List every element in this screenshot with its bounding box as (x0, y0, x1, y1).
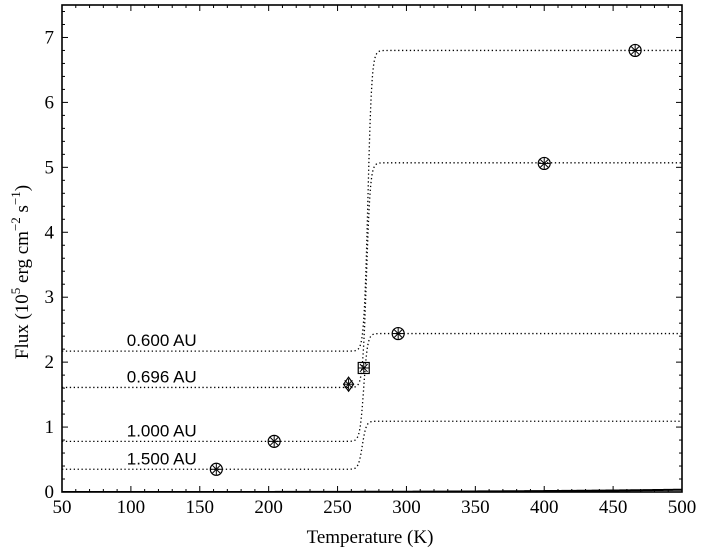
x-axis-title: Temperature (K) (307, 527, 434, 548)
y-axis-title-prefix: Flux (10 (12, 294, 33, 359)
y-tick-label: 2 (45, 352, 55, 373)
data-marker-6 (628, 43, 642, 58)
y-axis-title-mid2: s (12, 205, 33, 217)
labels: Temperature (K) Flux (105 erg cm−2 s−1) (8, 185, 433, 548)
marker-circle (537, 156, 551, 171)
curve-label-3: 1.500 AU (127, 449, 197, 468)
y-axis-title-exp2: −2 (8, 217, 23, 231)
marker-star-d2 (630, 46, 640, 55)
plot-frame (61, 4, 683, 493)
marker-star-d2 (269, 437, 279, 446)
x-tick-label: 50 (53, 497, 72, 518)
x-tick-label: 450 (599, 497, 628, 518)
x-tick-label: 100 (117, 497, 146, 518)
y-axis-title-suffix: ) (12, 185, 33, 191)
x-tick-label: 300 (392, 497, 421, 518)
data-marker-3 (357, 361, 370, 375)
curve-label-0: 0.600 AU (127, 331, 197, 350)
x-tick-label: 400 (530, 497, 559, 518)
y-axis-title-mid: erg cm (12, 231, 33, 288)
marker-circle (209, 462, 223, 476)
y-axis-title-exp3: −1 (8, 191, 23, 205)
marker-circle (267, 434, 281, 448)
data-marker-5 (537, 156, 551, 171)
data-marker-4 (391, 326, 405, 341)
marker-circle (391, 326, 405, 341)
x-tick-label: 150 (186, 497, 215, 518)
marker-circle (628, 43, 642, 58)
y-tick-label: 3 (45, 287, 55, 308)
marker-diamond (342, 376, 355, 393)
y-tick-label: 7 (45, 27, 55, 48)
y-tick-label: 6 (45, 92, 55, 113)
data-marker-0 (209, 462, 223, 476)
marker-star-d2 (344, 380, 353, 389)
axes: 50 100 150 200 250 300 350 400 450 500 0 1 2 3 4 5 6 7 (45, 4, 697, 518)
data-marker-1 (267, 434, 281, 448)
y-tick-label: 4 (45, 222, 55, 243)
x-tick-label: 200 (254, 497, 283, 518)
y-axis-title-exp1: 5 (8, 288, 23, 295)
step-curve-1 (62, 162, 682, 389)
marker-star-d2 (540, 159, 549, 168)
marker-star-d2 (393, 329, 403, 338)
y-axis-title: Flux (105 erg cm−2 s−1) (8, 185, 33, 359)
x-tick-label: 350 (461, 497, 490, 518)
y-tick-label: 5 (45, 157, 55, 178)
y-tick-label: 0 (45, 482, 55, 503)
y-tick-label: 1 (45, 417, 55, 438)
x-tick-label: 250 (323, 497, 352, 518)
data-marker-2 (342, 376, 355, 393)
step-curve-0 (62, 49, 682, 352)
curve-label-1: 0.696 AU (127, 367, 197, 386)
plot-area: 0.600 AU 0.696 AU 1.000 AU 1.500 AU (62, 43, 682, 492)
curve-label-2: 1.000 AU (127, 421, 197, 440)
marker-star-d2 (359, 363, 368, 373)
marker-star-d2 (212, 465, 221, 474)
x-tick-label: 500 (668, 497, 697, 518)
